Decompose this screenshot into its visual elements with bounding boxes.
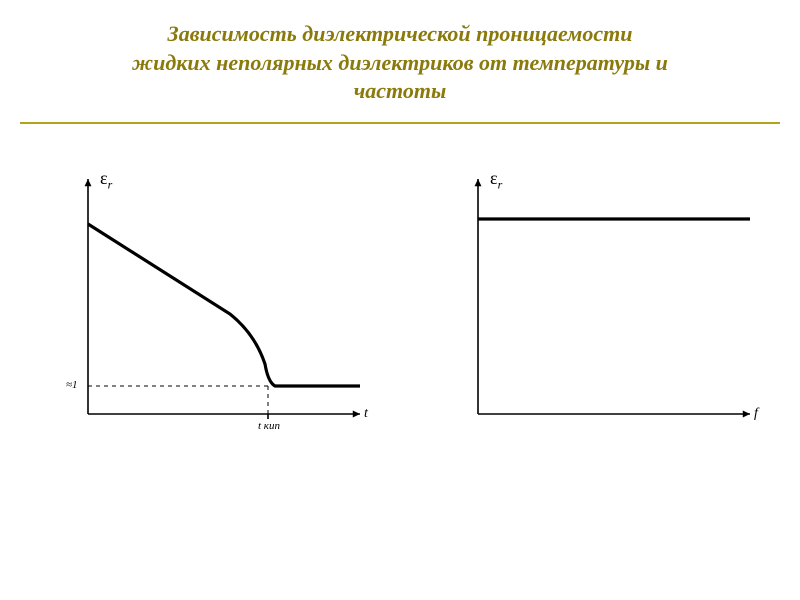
charts-row: εr t t кип ≈1 εr f [0,124,800,444]
title-line-3: частоты [30,77,770,106]
title-line-2: жидких неполярных диэлектриков от темпер… [30,49,770,78]
chart-left-y-tick-label: ≈1 [66,379,78,391]
page-title: Зависимость диэлектрической проницаемост… [0,0,800,116]
chart-right-y-label: εr [490,168,502,193]
chart-left-x-label: t [364,406,368,422]
chart-left-y-label: εr [100,168,112,193]
chart-right-svg [450,164,760,444]
chart-right-x-label: f [754,406,758,422]
title-line-1: Зависимость диэлектрической проницаемост… [30,20,770,49]
chart-right: εr f [450,164,760,444]
chart-left: εr t t кип ≈1 [60,164,370,444]
chart-left-svg [60,164,370,444]
chart-left-x-tick-label: t кип [258,420,280,432]
